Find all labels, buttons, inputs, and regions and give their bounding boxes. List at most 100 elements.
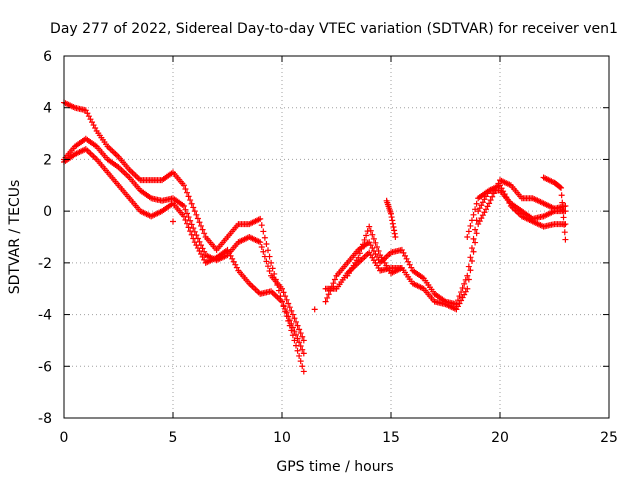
data-point-marker <box>358 245 365 252</box>
data-point-marker <box>490 190 497 197</box>
data-point-marker <box>275 287 282 294</box>
data-point-marker <box>468 245 475 252</box>
data-point-marker <box>506 181 513 188</box>
data-point-marker <box>560 214 567 221</box>
data-point-marker <box>484 203 491 210</box>
data-point-marker <box>342 261 349 268</box>
data-point-marker <box>244 221 251 228</box>
y-tick-label: -2 <box>38 256 52 272</box>
data-point-marker <box>179 211 186 218</box>
data-point-marker <box>269 265 276 272</box>
data-point-marker <box>260 248 267 255</box>
data-point-marker <box>124 164 131 171</box>
y-tick-label: -8 <box>38 411 52 427</box>
data-point-marker <box>322 298 329 305</box>
data-point-marker <box>271 270 278 277</box>
data-point-marker <box>92 125 99 132</box>
data-point-marker <box>277 283 284 290</box>
data-point-marker <box>300 350 307 357</box>
data-point-marker <box>558 192 565 199</box>
data-point-marker <box>268 259 275 266</box>
y-tick-label: -4 <box>38 308 52 324</box>
data-point-marker <box>184 189 191 196</box>
data-point-marker <box>559 199 566 206</box>
data-point-marker <box>397 247 404 254</box>
y-tick-label: 0 <box>43 204 52 220</box>
data-point-marker <box>113 180 120 187</box>
data-point-marker <box>296 326 303 333</box>
series-isolated <box>170 174 569 313</box>
data-point-marker <box>184 220 191 227</box>
data-point-marker <box>283 296 290 303</box>
data-point-marker <box>222 248 229 255</box>
x-tick-label: 20 <box>491 430 509 446</box>
data-point-marker <box>135 185 142 192</box>
data-point-marker <box>264 263 271 270</box>
data-point-marker <box>294 322 301 329</box>
data-point-marker <box>369 231 376 238</box>
data-point-marker <box>464 234 471 240</box>
data-point-marker <box>81 146 88 153</box>
data-point-marker <box>299 346 306 353</box>
data-point-marker <box>233 241 240 248</box>
data-point-marker <box>528 217 535 224</box>
data-point-marker <box>191 208 198 215</box>
data-point-marker <box>331 285 338 292</box>
data-point-marker <box>388 214 395 221</box>
data-point-marker <box>506 200 513 207</box>
data-point-marker <box>539 199 546 206</box>
data-point-marker <box>291 328 298 335</box>
data-point-marker <box>472 206 479 213</box>
data-point-marker <box>387 208 394 215</box>
data-point-marker <box>263 241 270 248</box>
data-point-marker <box>282 308 289 315</box>
data-point-marker <box>286 304 293 311</box>
data-point-marker <box>188 231 195 238</box>
data-point-marker <box>280 289 287 296</box>
data-point-marker <box>517 193 524 200</box>
data-point-marker <box>389 220 396 227</box>
data-point-marker <box>391 230 398 237</box>
data-point-marker <box>81 106 88 113</box>
data-point-marker <box>467 267 474 274</box>
data-point-marker <box>296 352 303 359</box>
data-point-marker <box>325 291 332 298</box>
data-point-marker <box>353 248 360 255</box>
data-point-marker <box>233 222 240 229</box>
data-point-marker <box>440 300 447 307</box>
data-point-marker <box>487 197 494 204</box>
data-point-marker <box>517 211 524 218</box>
data-point-marker <box>372 239 379 246</box>
data-point-marker <box>258 222 265 229</box>
data-point-marker <box>188 221 195 228</box>
data-point-marker <box>261 234 268 241</box>
data-point-marker <box>557 184 564 191</box>
data-point-marker <box>419 284 426 291</box>
x-tick-label: 25 <box>600 430 618 446</box>
data-point-marker <box>288 327 295 334</box>
data-point-marker <box>556 183 563 190</box>
data-point-marker <box>185 214 192 221</box>
data-point-marker <box>386 250 393 257</box>
data-point-marker <box>462 288 469 295</box>
data-point-marker <box>157 177 164 184</box>
data-point-marker <box>408 264 415 271</box>
data-point-marker <box>194 215 201 222</box>
data-point-marker <box>561 221 568 228</box>
axis-ticks: 0 5 10 15 20 25 -8 -6 -4 -2 0 2 4 6 <box>38 49 618 446</box>
data-point-marker <box>539 213 546 220</box>
data-point-marker <box>255 238 262 245</box>
data-point-marker <box>430 288 437 295</box>
data-point-marker <box>386 267 393 274</box>
data-point-marker <box>135 175 142 182</box>
data-point-marker <box>201 230 208 237</box>
data-point-marker <box>187 228 194 235</box>
y-tick-label: 2 <box>43 152 52 168</box>
data-point-marker <box>397 265 404 272</box>
data-point-marker <box>124 193 131 200</box>
data-point-marker <box>233 264 240 271</box>
data-point-marker <box>263 258 270 265</box>
data-point-marker <box>190 204 197 211</box>
data-point-marker <box>408 278 415 285</box>
